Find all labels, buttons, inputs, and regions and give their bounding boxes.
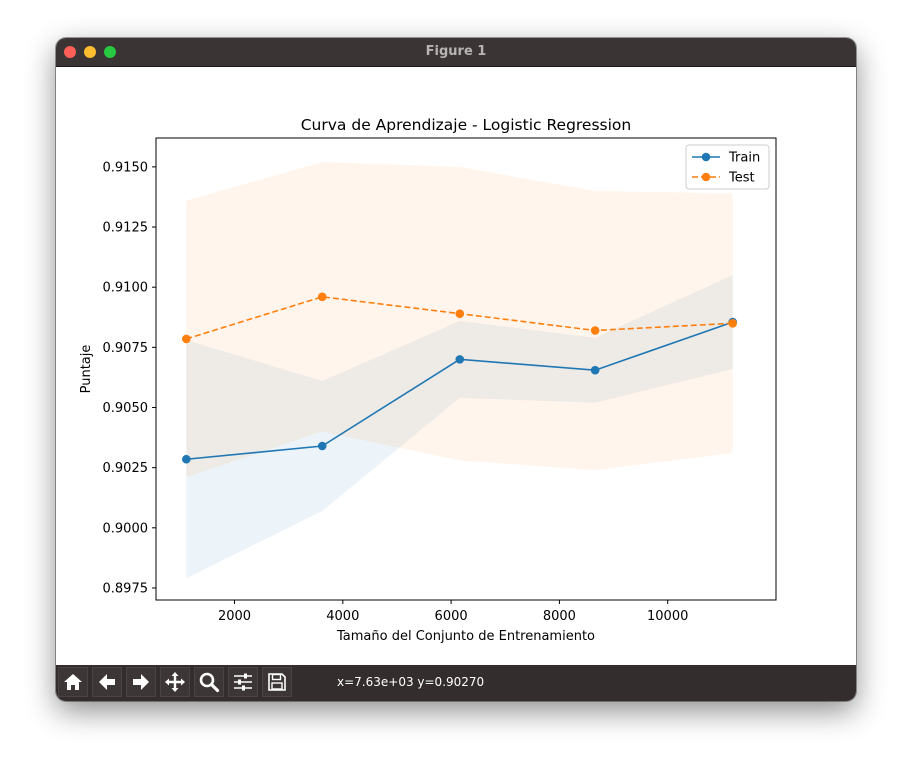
- legend-marker-test: [701, 172, 711, 182]
- chart-title: Curva de Aprendizaje - Logistic Regressi…: [301, 116, 632, 134]
- back-button[interactable]: [92, 667, 122, 697]
- configure-subplots-button[interactable]: [228, 667, 258, 697]
- point-test-1: [317, 292, 327, 302]
- x-tick-label-3: 8000: [543, 609, 576, 624]
- point-train-3: [590, 365, 600, 375]
- minimize-window-button[interactable]: [84, 46, 96, 58]
- arrow-right-icon: [133, 674, 149, 690]
- legend-marker-train: [701, 152, 711, 162]
- x-axis-label: Tamaño del Conjunto de Entrenamiento: [336, 629, 595, 644]
- x-tick-label-2: 6000: [435, 609, 468, 624]
- y-axis-label: Puntaje: [79, 345, 94, 394]
- point-test-0: [182, 334, 191, 344]
- cursor-coordinates: x=7.63e+03 y=0.90270: [337, 675, 485, 689]
- point-test-3: [590, 326, 600, 335]
- title-bar: Figure 1: [56, 38, 856, 67]
- chart-canvas[interactable]: 2000 4000 6000 8000 10000 0.8975 0.9000 0.9025 0…: [56, 67, 856, 665]
- plot-frame: [155, 137, 777, 601]
- point-train-2: [455, 355, 465, 364]
- band-test: [186, 162, 733, 478]
- point-test-2: [455, 309, 465, 318]
- home-button[interactable]: [58, 667, 88, 697]
- maximize-window-button[interactable]: [104, 46, 116, 58]
- figure-window: Figure 1 2000 4000 6000 8000 10000 0.8975 0.90…: [56, 38, 856, 701]
- home-icon: [64, 674, 82, 690]
- y-tick-label-7: 0.9150: [103, 160, 149, 175]
- x-tick-label-1: 4000: [326, 609, 359, 624]
- sliders-icon: [234, 673, 252, 691]
- magnifier-icon: [199, 672, 220, 693]
- y-tick-label-1: 0.9000: [103, 521, 149, 536]
- pan-button[interactable]: [160, 667, 190, 697]
- navigation-toolbar: x=7.63e+03 y=0.90270: [56, 665, 856, 701]
- y-tick-label-4: 0.9075: [103, 341, 149, 356]
- window-title: Figure 1: [425, 44, 487, 59]
- point-train-0: [182, 454, 191, 464]
- move-icon: [165, 672, 185, 692]
- x-tick-label-0: 2000: [218, 609, 251, 624]
- forward-button[interactable]: [126, 667, 156, 697]
- band-train: [186, 275, 733, 579]
- y-tick-label-0: 0.8975: [103, 581, 149, 596]
- zoom-button[interactable]: [194, 667, 224, 697]
- y-tick-label-2: 0.9025: [103, 461, 149, 476]
- save-button[interactable]: [262, 667, 292, 697]
- y-tick-label-5: 0.9100: [103, 281, 149, 296]
- arrow-left-icon: [99, 674, 115, 690]
- learning-curve-chart: 2000 4000 6000 8000 10000 0.8975 0.9000 0.9025 0…: [79, 116, 777, 644]
- y-tick-label-6: 0.9125: [103, 221, 149, 236]
- legend-label-train: Train: [728, 151, 760, 166]
- close-window-button[interactable]: [64, 46, 76, 58]
- floppy-disk-icon: [268, 673, 286, 691]
- legend-label-test: Test: [728, 171, 755, 186]
- point-test-4: [728, 318, 737, 328]
- x-tick-label-4: 10000: [647, 609, 688, 624]
- y-tick-label-3: 0.9050: [103, 401, 149, 416]
- point-train-1: [317, 441, 327, 451]
